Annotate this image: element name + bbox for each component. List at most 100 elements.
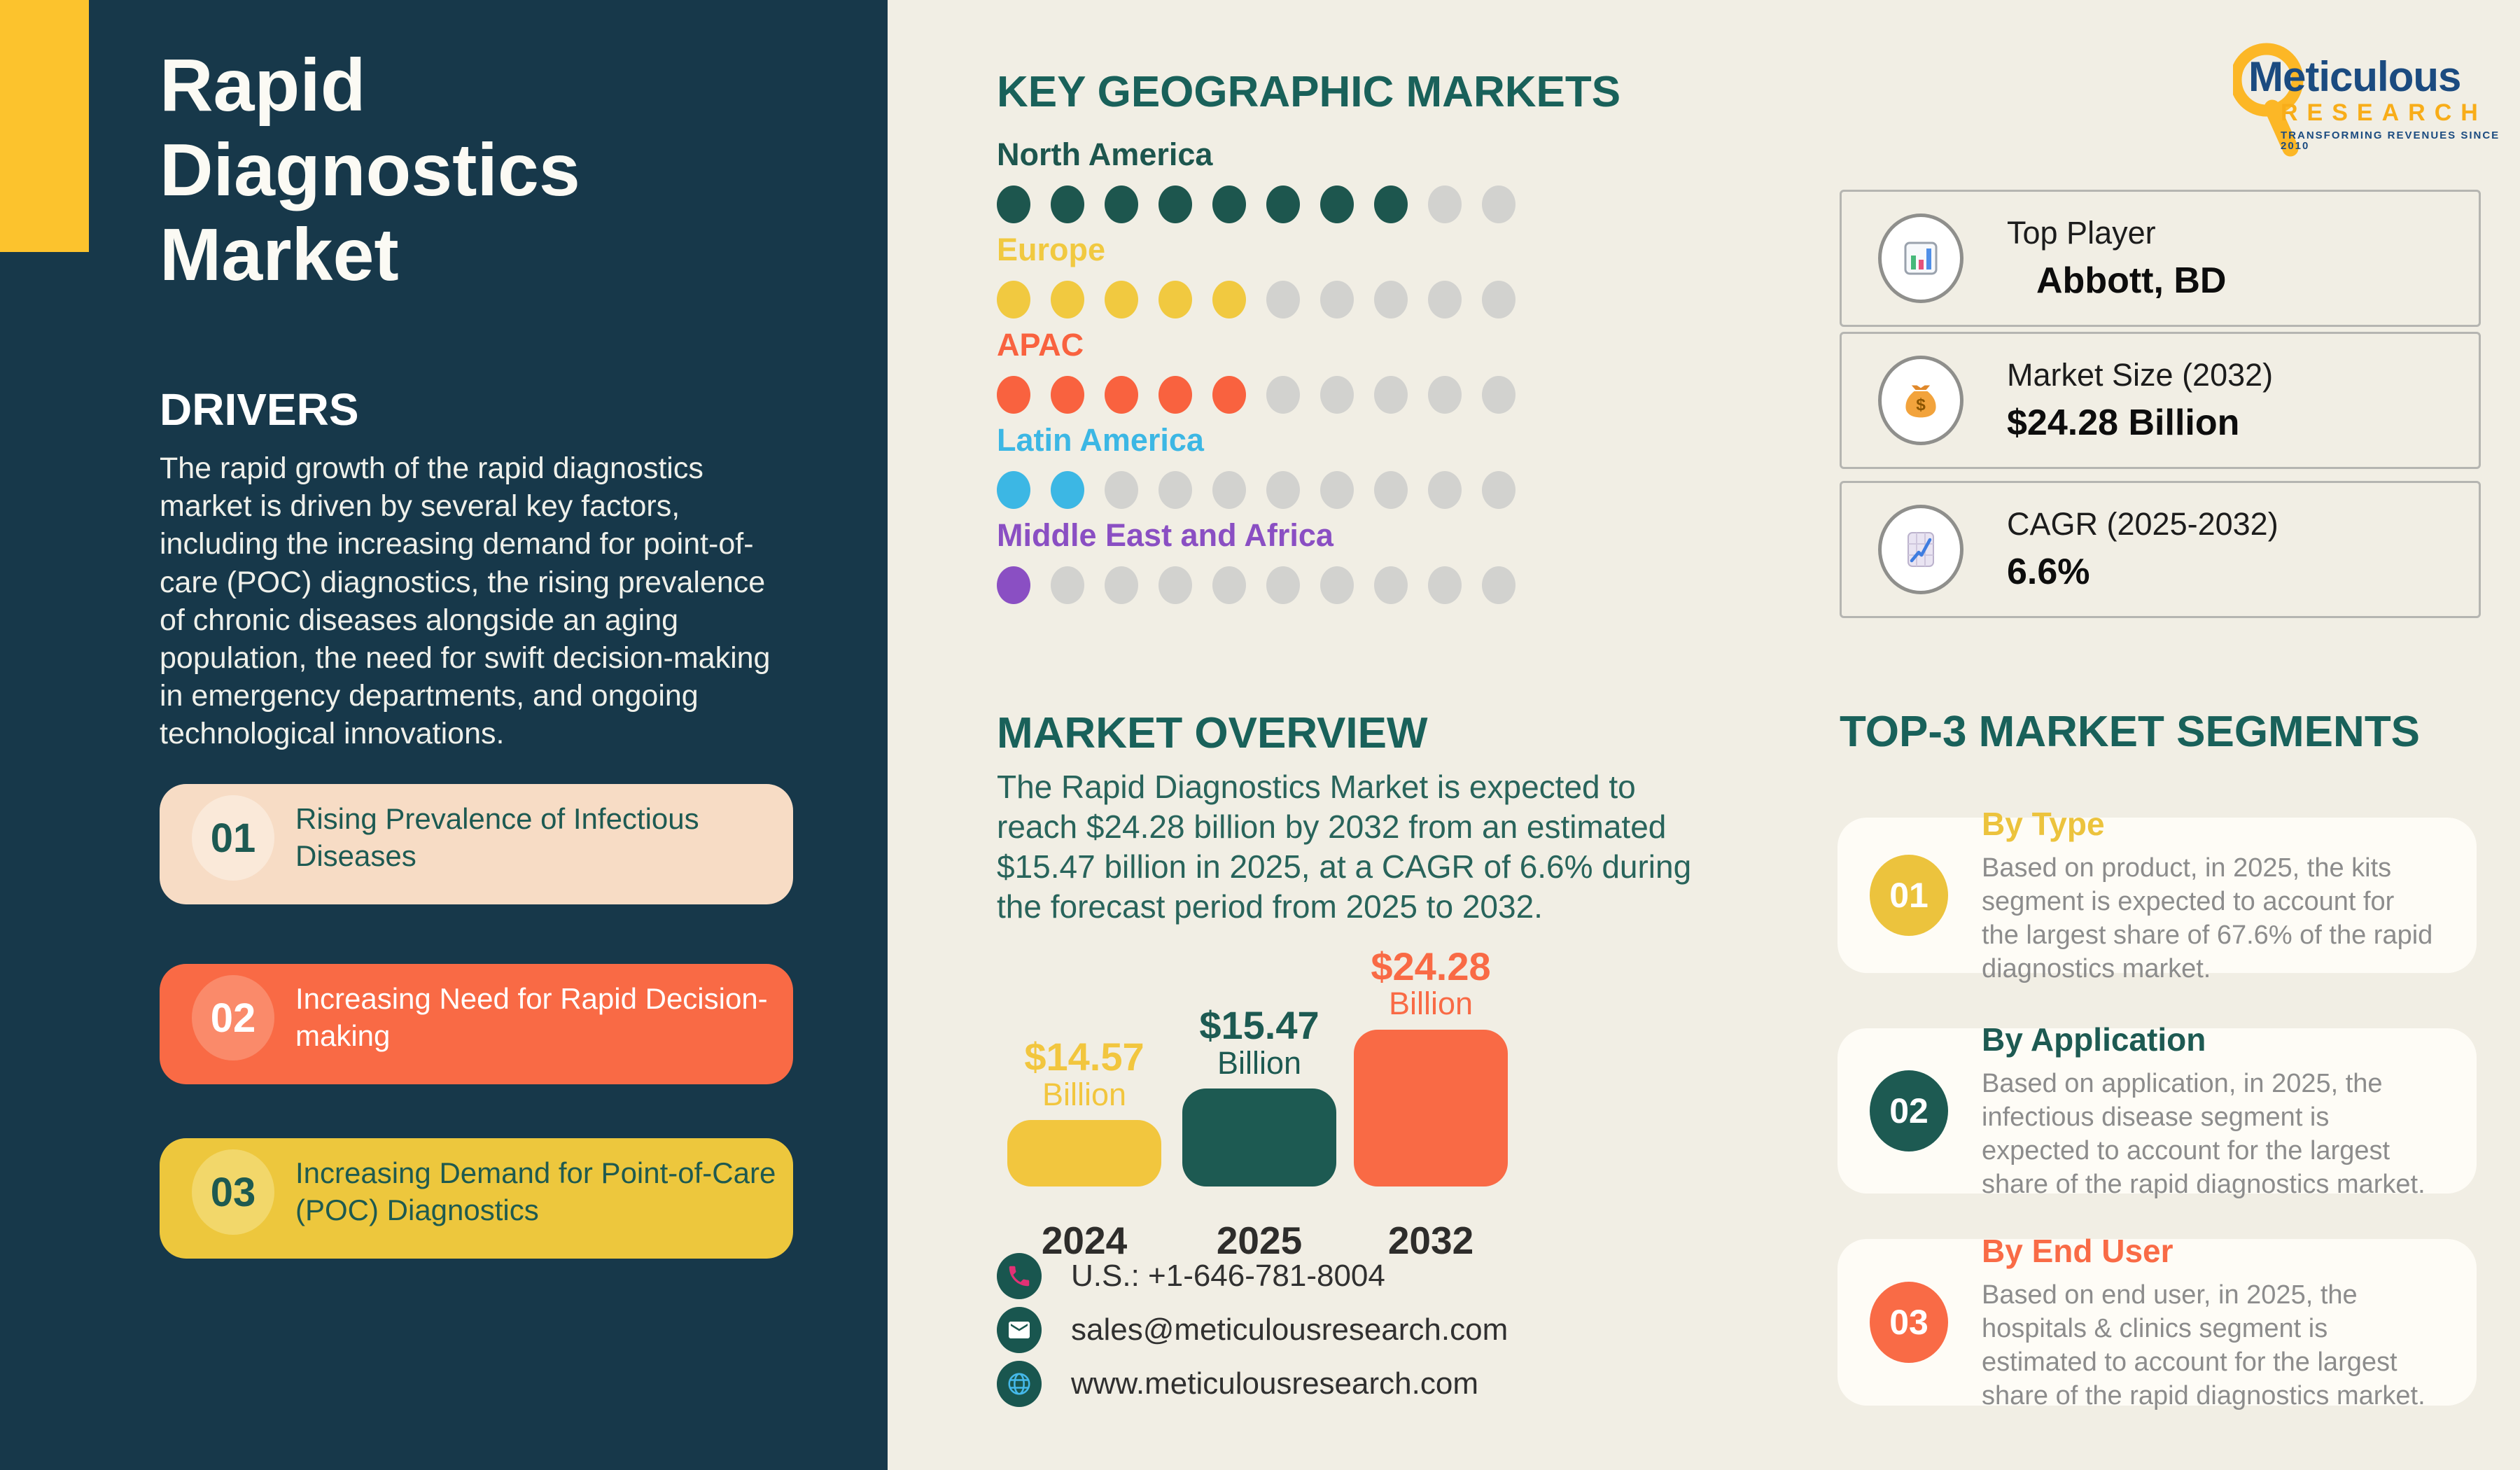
x-axis-label-2032: 2032 bbox=[1387, 1219, 1474, 1262]
dot bbox=[1320, 471, 1354, 509]
market-overview-heading: MARKET OVERVIEW bbox=[997, 709, 1428, 757]
title-line-3: Market bbox=[160, 213, 399, 296]
dot bbox=[1266, 281, 1300, 318]
dot bbox=[1051, 471, 1084, 509]
stat-value: 6.6% bbox=[2007, 552, 2090, 592]
logo-subtitle: RESEARCH bbox=[2281, 99, 2487, 126]
dot bbox=[1051, 281, 1084, 318]
segment-card-by-end-user: 03 By End User Based on end user, in 202… bbox=[1837, 1233, 2477, 1410]
email-address: sales@meticulousresearch.com bbox=[1071, 1312, 1508, 1347]
segment-card-by-application: 02 By Application Based on application, … bbox=[1837, 1021, 2477, 1199]
geo-region-label: APAC bbox=[997, 327, 1084, 363]
driver-number: 03 bbox=[210, 1169, 256, 1215]
segments-heading: TOP-3 MARKET SEGMENTS bbox=[1840, 708, 2421, 756]
logo-tagline: TRANSFORMING REVENUES SINCE 2010 bbox=[2281, 130, 2500, 152]
dot bbox=[1051, 186, 1084, 223]
title-line-1: Rapid bbox=[160, 44, 366, 127]
dot bbox=[1428, 376, 1462, 414]
dot bbox=[1374, 281, 1408, 318]
segment-number: 03 bbox=[1889, 1303, 1928, 1342]
geo-row-europe: Europe bbox=[997, 234, 1557, 318]
bar-group-2025: $15.47 Billion bbox=[1175, 946, 1343, 1186]
bar-2024 bbox=[1007, 1120, 1161, 1186]
dot bbox=[1051, 566, 1084, 604]
segment-title: By Type bbox=[1982, 805, 2105, 842]
dot bbox=[1320, 186, 1354, 223]
stat-value: Abbott, BD bbox=[2036, 260, 2227, 301]
segment-number: 01 bbox=[1889, 876, 1928, 915]
bar-value-label: $14.57 bbox=[1024, 1035, 1144, 1079]
geo-markets-heading: KEY GEOGRAPHIC MARKETS bbox=[997, 68, 1621, 116]
driver-text: Increasing Demand for Point-of-Care (POC… bbox=[295, 1156, 776, 1226]
title-line-2: Diagnostics bbox=[160, 128, 580, 211]
dot bbox=[1374, 186, 1408, 223]
segment-number-badge: 01 bbox=[1870, 855, 1948, 936]
dot-row bbox=[997, 471, 1557, 509]
dot bbox=[1158, 376, 1192, 414]
geo-row-apac: APAC bbox=[997, 329, 1557, 414]
meticulous-research-logo: Meticulous RESEARCH TRANSFORMING REVENUE… bbox=[2233, 32, 2506, 157]
market-overview-paragraph: The Rapid Diagnostics Market is expected… bbox=[997, 769, 1692, 925]
accent-rectangle bbox=[0, 0, 89, 252]
dot bbox=[1482, 471, 1516, 509]
driver-number: 01 bbox=[210, 815, 256, 861]
bar-value-label: $15.47 bbox=[1199, 1003, 1320, 1048]
chart-up-icon bbox=[1878, 505, 1963, 594]
dot bbox=[1482, 186, 1516, 223]
driver-number-badge: 01 bbox=[192, 795, 274, 881]
dot bbox=[1105, 186, 1138, 223]
dot bbox=[1266, 186, 1300, 223]
x-axis-label-2025: 2025 bbox=[1216, 1219, 1303, 1262]
driver-number-badge: 02 bbox=[192, 975, 274, 1060]
stat-card-top-player: Top Player Abbott, BD bbox=[1840, 190, 2481, 327]
dot bbox=[1428, 471, 1462, 509]
geo-row-latin-america: Latin America bbox=[997, 424, 1557, 509]
bar-unit-label: Billion bbox=[1388, 986, 1474, 1022]
dot bbox=[997, 471, 1030, 509]
dot bbox=[1212, 186, 1246, 223]
segment-body: Based on application, in 2025, the infec… bbox=[1982, 1068, 2426, 1200]
stat-card-cagr: CAGR (2025-2032) 6.6% bbox=[1840, 481, 2481, 618]
dot bbox=[1158, 186, 1192, 223]
driver-card-1: 01 Rising Prevalence of Infectious Disea… bbox=[160, 784, 793, 904]
driver-number-badge: 03 bbox=[192, 1149, 274, 1235]
segment-number-badge: 02 bbox=[1870, 1070, 1948, 1152]
dot bbox=[1482, 376, 1516, 414]
dot-row bbox=[997, 186, 1557, 223]
driver-card-3: 03 Increasing Demand for Point-of-Care (… bbox=[160, 1138, 793, 1259]
bar-value-label: $24.28 bbox=[1371, 944, 1491, 988]
dot bbox=[1320, 376, 1354, 414]
dot bbox=[1428, 281, 1462, 318]
email-icon bbox=[997, 1307, 1042, 1353]
dot bbox=[1320, 566, 1354, 604]
contact-block: U.S.: +1-646-781-8004 sales@meticulousre… bbox=[997, 1253, 1508, 1415]
stat-label: CAGR (2025-2032) bbox=[2007, 506, 2278, 542]
website-url: www.meticulousresearch.com bbox=[1071, 1366, 1478, 1401]
dot bbox=[1428, 566, 1462, 604]
segment-number-badge: 03 bbox=[1870, 1282, 1948, 1363]
segment-title: By End User bbox=[1982, 1232, 2174, 1269]
driver-text: Rising Prevalence of Infectious Diseases bbox=[295, 802, 699, 872]
drivers-paragraph: The rapid growth of the rapid diagnostic… bbox=[160, 451, 771, 751]
dot-row bbox=[997, 376, 1557, 414]
dot bbox=[1266, 566, 1300, 604]
driver-number: 02 bbox=[210, 995, 256, 1041]
dot bbox=[997, 281, 1030, 318]
dot bbox=[997, 186, 1030, 223]
driver-card-2: 02 Increasing Need for Rapid Decision-ma… bbox=[160, 964, 793, 1084]
svg-text:$: $ bbox=[1916, 396, 1926, 414]
dot bbox=[1428, 186, 1462, 223]
dot bbox=[1482, 566, 1516, 604]
geo-row-middle-east-africa: Middle East and Africa bbox=[997, 519, 1557, 604]
stat-label: Market Size (2032) bbox=[2007, 357, 2274, 393]
geo-region-label: Latin America bbox=[997, 422, 1204, 458]
segment-title: By Application bbox=[1982, 1021, 2206, 1058]
globe-icon bbox=[997, 1361, 1042, 1407]
market-size-bar-chart: $14.57 Billion $15.47 Billion $24.28 Bil… bbox=[997, 944, 1543, 1262]
money-bag-icon: $ bbox=[1878, 356, 1963, 445]
stat-label: Top Player bbox=[2007, 215, 2156, 251]
bar-unit-label: Billion bbox=[1042, 1076, 1127, 1112]
dot-row bbox=[997, 281, 1557, 318]
dot bbox=[1212, 566, 1246, 604]
geo-row-north-america: North America bbox=[997, 139, 1557, 223]
